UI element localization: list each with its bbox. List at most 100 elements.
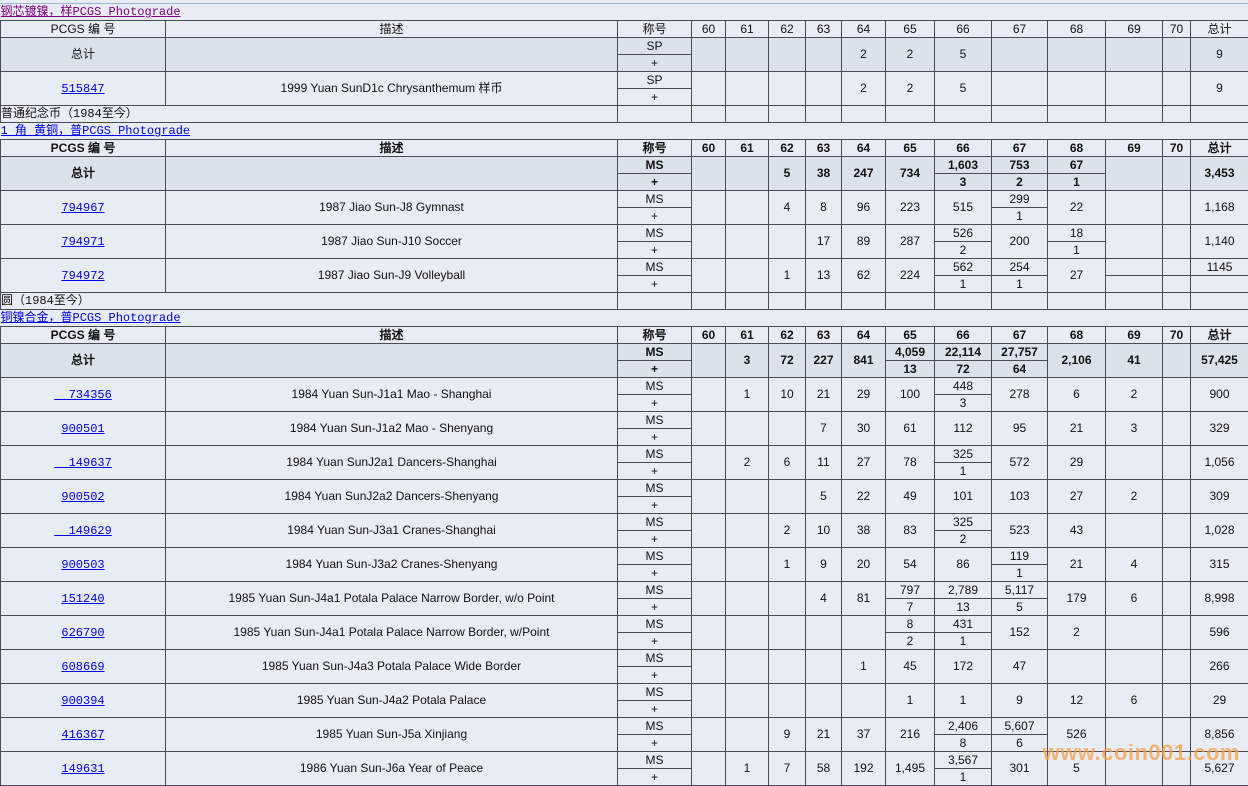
designation-cell: MS [618,582,692,599]
empty-cell [806,293,842,310]
grade-66-count: 1 [935,684,992,718]
pcgs-number-cell: 151240 [1,582,166,616]
grade-63-count: 11 [806,446,842,480]
grade-62-count: 1 [769,259,806,293]
grade-65-count: 734 [886,157,935,191]
grade-60-count [692,259,726,293]
pcgs-number-link[interactable]: 794971 [61,235,104,249]
section-link-row: 钢芯镀镍，样PCGS Photograde [1,4,1248,21]
pcgs-number-link[interactable]: 149637 [54,456,112,470]
grade-67-count: 95 [992,412,1048,446]
grade-67-count [992,72,1048,106]
empty-cell [618,106,692,123]
empty-cell [769,106,806,123]
column-header-description: 描述 [166,140,618,157]
description-cell: 1985 Yuan Sun-J4a1 Potala Palace Narrow … [166,616,618,650]
row-total: 57,425 [1191,344,1248,378]
column-header-designation: 称号 [618,327,692,344]
column-header-grade-61: 61 [726,140,769,157]
pcgs-number-link[interactable]: 416367 [61,728,104,742]
column-header-grade-68: 68 [1048,327,1106,344]
grade-63-count: 13 [806,259,842,293]
empty-cell [842,293,886,310]
grade-68-count: 67 [1048,157,1106,174]
description-cell: 1984 Yuan SunJ2a1 Dancers-Shanghai [166,446,618,480]
grade-62-count: 7 [769,752,806,786]
grade-67-count: 200 [992,225,1048,259]
grade-63-count [806,650,842,684]
pcgs-number-link[interactable]: 794967 [61,201,104,215]
grade-68-count: 6 [1048,378,1106,412]
grade-70-plus-count [1163,276,1191,293]
pcgs-number-cell: 149631 [1,752,166,786]
column-header-designation: 称号 [618,21,692,38]
grade-65-plus-count: 13 [886,361,935,378]
pcgs-number-link[interactable]: 900502 [61,490,104,504]
empty-cell [726,293,769,310]
section-link[interactable]: 钢芯镀镍，样PCGS Photograde [1,5,181,19]
grade-67-plus-count: 1 [992,565,1048,582]
grade-63-count: 227 [806,344,842,378]
empty-cell [806,106,842,123]
grade-60-count [692,650,726,684]
grade-61-count [726,412,769,446]
pcgs-number-link[interactable]: 149631 [61,762,104,776]
pcgs-number-link[interactable]: 151240 [61,592,104,606]
grade-60-count [692,344,726,378]
description-cell: 1985 Yuan Sun-J5a Xinjiang [166,718,618,752]
grade-60-count [692,752,726,786]
grade-70-count [1163,378,1191,412]
row-total: 8,856 [1191,718,1248,752]
column-header-grade-69: 69 [1106,327,1163,344]
column-header-grade-64: 64 [842,21,886,38]
pcgs-number-link[interactable]: 900503 [61,558,104,572]
column-header-grade-62: 62 [769,21,806,38]
column-header-grade-70: 70 [1163,140,1191,157]
pcgs-number-link[interactable]: 900501 [61,422,104,436]
grade-66-count: 172 [935,650,992,684]
grade-67-plus-count: 5 [992,599,1048,616]
row-total: 1,140 [1191,225,1248,259]
grade-69-count: 6 [1106,684,1163,718]
pcgs-number-link[interactable]: 734356 [54,388,112,402]
empty-cell [886,106,935,123]
plus-designation-cell: + [618,55,692,72]
grade-61-count: 1 [726,378,769,412]
grade-64-count: 2 [842,72,886,106]
total-label: 总计 [1,157,166,191]
section-link[interactable]: 铜镍合金，普PCGS Photograde [1,311,181,325]
grade-66-count: 2,789 [935,582,992,599]
grade-67-count: 572 [992,446,1048,480]
grade-64-count: 29 [842,378,886,412]
grade-65-plus-count: 7 [886,599,935,616]
pcgs-number-link[interactable]: 626790 [61,626,104,640]
grade-67-count: 301 [992,752,1048,786]
grade-65-count: 287 [886,225,935,259]
pcgs-number-link[interactable]: 149629 [54,524,112,538]
grade-61-count [726,650,769,684]
grade-66-plus-count: 72 [935,361,992,378]
row-total: 8,998 [1191,582,1248,616]
pcgs-number-cell: 900502 [1,480,166,514]
grade-64-count: 22 [842,480,886,514]
pcgs-number-link[interactable]: 515847 [61,82,104,96]
section-link[interactable]: 1 角 黄铜，普PCGS Photograde [1,124,191,138]
grade-70-count [1163,259,1191,276]
grade-69-count [1106,157,1163,191]
description-cell: 1985 Yuan Sun-J4a1 Potala Palace Narrow … [166,582,618,616]
pcgs-number-link[interactable]: 608669 [61,660,104,674]
plus-designation-cell: + [618,174,692,191]
section-link-cell: 钢芯镀镍，样PCGS Photograde [1,4,1248,21]
column-header-grade-69: 69 [1106,140,1163,157]
section-link-cell: 铜镍合金，普PCGS Photograde [1,310,1248,327]
grade-60-count [692,446,726,480]
column-header-description: 描述 [166,21,618,38]
pcgs-number-link[interactable]: 794972 [61,269,104,283]
description-cell: 1984 Yuan Sun-J3a2 Cranes-Shenyang [166,548,618,582]
pcgs-number-link[interactable]: 900394 [61,694,104,708]
grade-66-plus-count: 8 [935,735,992,752]
grade-66-count: 325 [935,446,992,463]
